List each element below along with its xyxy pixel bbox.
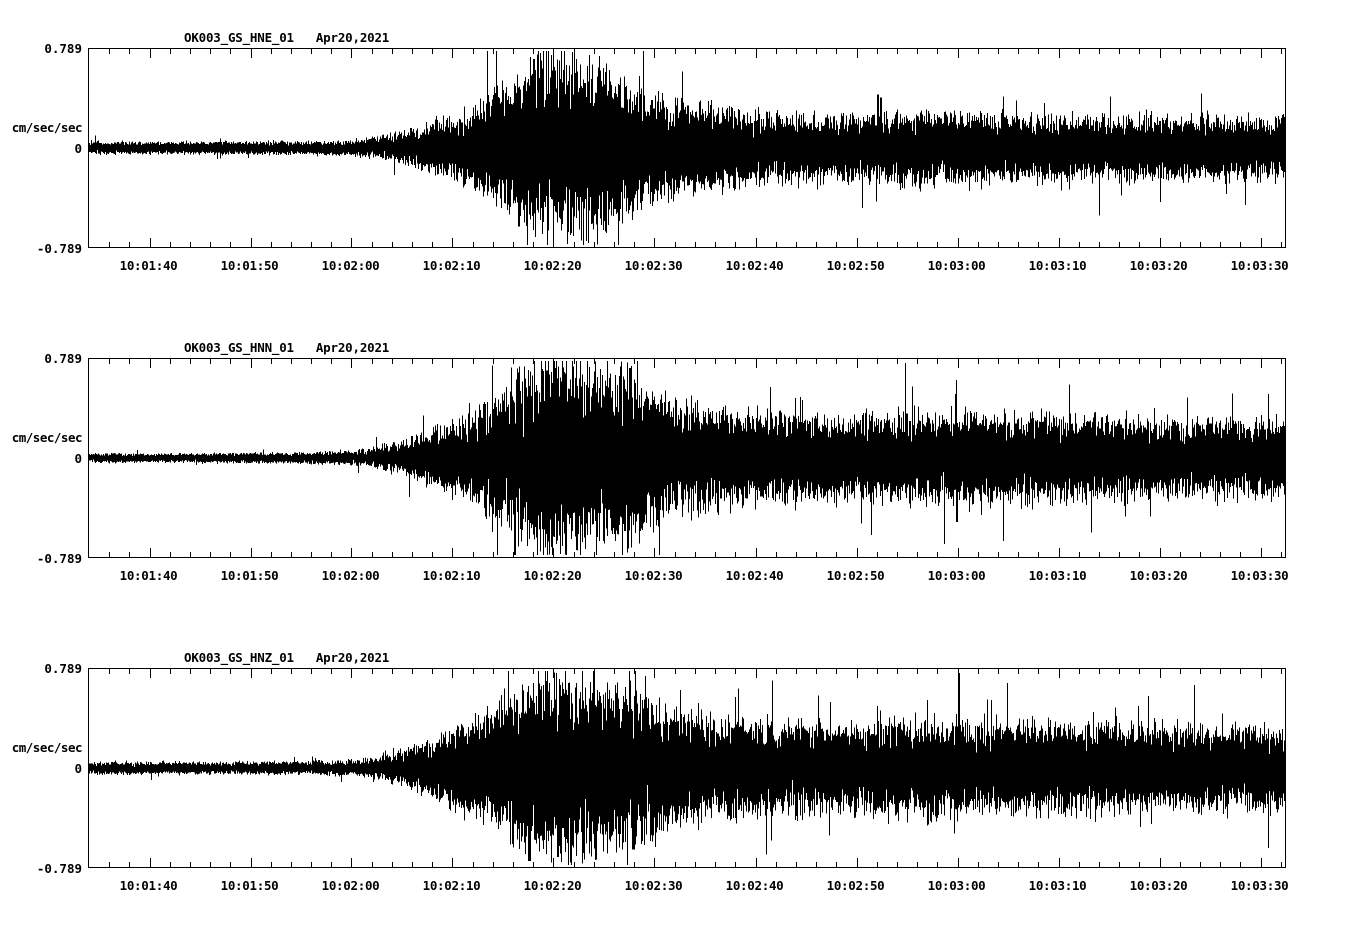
y-axis-max-label: 0.789: [44, 661, 82, 676]
panel-title-hnn: OK003_GS_HNN_01 Apr20,2021: [184, 340, 390, 355]
x-axis-labels-hnz: 10:01:40 10:01:50 10:02:00 10:02:10 10:02:20…: [88, 878, 1289, 902]
x-axis-tick-label: 10:03:20: [1129, 568, 1188, 583]
x-axis-tick-label: 10:02:20: [523, 878, 582, 893]
x-axis-tick-label: 10:03:10: [1028, 568, 1087, 583]
x-axis-tick-label: 10:02:10: [422, 258, 481, 273]
y-axis-max-label: 0.789: [44, 351, 82, 366]
x-axis-tick-label: 10:01:50: [220, 878, 279, 893]
y-axis-units-label: cm/sec/sec: [11, 430, 83, 445]
panel-title-hne: OK003_GS_HNE_01 Apr20,2021: [184, 30, 390, 45]
y-axis-hnz: 0.789 cm/sec/sec 0 -0.789: [0, 620, 83, 928]
x-axis-tick-label: 10:03:30: [1230, 878, 1289, 893]
x-axis-tick-label: 10:02:50: [826, 568, 885, 583]
plot-area-hne: [88, 48, 1286, 248]
x-axis-tick-label: 10:02:40: [725, 568, 784, 583]
seismogram-panel-hne: 0.789 cm/sec/sec 0 -0.789 OK003_GS_HNE_0…: [0, 0, 1358, 308]
plot-area-hnn: [88, 358, 1286, 558]
x-axis-tick-label: 10:03:30: [1230, 568, 1289, 583]
x-axis-tick-label: 10:02:30: [624, 568, 683, 583]
x-axis-tick-label: 10:02:10: [422, 878, 481, 893]
y-axis-units-label: cm/sec/sec: [11, 120, 83, 135]
x-axis-tick-label: 10:02:30: [624, 258, 683, 273]
waveform-svg-hnn: [89, 359, 1285, 557]
x-axis-tick-label: 10:02:50: [826, 258, 885, 273]
x-axis-tick-label: 10:02:20: [523, 568, 582, 583]
y-axis-zero-label: 0: [74, 141, 82, 156]
x-axis-tick-label: 10:02:20: [523, 258, 582, 273]
x-axis-labels-hne: 10:01:40 10:01:50 10:02:00 10:02:10 10:02:20…: [88, 258, 1289, 282]
y-axis-min-label: -0.789: [36, 551, 82, 566]
y-axis-units-label: cm/sec/sec: [11, 740, 83, 755]
x-axis-tick-label: 10:01:40: [119, 568, 178, 583]
x-axis-tick-label: 10:02:50: [826, 878, 885, 893]
plot-area-hnz: [88, 668, 1286, 868]
x-axis-tick-label: 10:03:00: [927, 568, 986, 583]
waveform-svg-hne: [89, 49, 1285, 247]
x-axis-labels-hnn: 10:01:40 10:01:50 10:02:00 10:02:10 10:02:20…: [88, 568, 1289, 592]
seismogram-panel-hnz: 0.789 cm/sec/sec 0 -0.789 OK003_GS_HNZ_0…: [0, 620, 1358, 928]
panel-title-hnz: OK003_GS_HNZ_01 Apr20,2021: [184, 650, 390, 665]
x-axis-tick-label: 10:02:00: [321, 878, 380, 893]
x-axis-tick-label: 10:03:00: [927, 258, 986, 273]
y-axis-hne: 0.789 cm/sec/sec 0 -0.789: [0, 0, 83, 308]
x-axis-tick-label: 10:01:40: [119, 878, 178, 893]
y-axis-hnn: 0.789 cm/sec/sec 0 -0.789: [0, 310, 83, 618]
x-axis-tick-label: 10:02:40: [725, 878, 784, 893]
x-axis-tick-label: 10:02:00: [321, 568, 380, 583]
x-axis-tick-label: 10:03:20: [1129, 258, 1188, 273]
x-axis-tick-label: 10:02:00: [321, 258, 380, 273]
x-axis-tick-label: 10:02:40: [725, 258, 784, 273]
y-axis-max-label: 0.789: [44, 41, 82, 56]
x-axis-tick-label: 10:03:00: [927, 878, 986, 893]
x-axis-tick-label: 10:01:50: [220, 568, 279, 583]
x-axis-tick-label: 10:03:30: [1230, 258, 1289, 273]
x-axis-tick-label: 10:02:10: [422, 568, 481, 583]
x-axis-tick-label: 10:01:50: [220, 258, 279, 273]
x-axis-tick-label: 10:03:10: [1028, 878, 1087, 893]
y-axis-min-label: -0.789: [36, 241, 82, 256]
x-axis-tick-label: 10:01:40: [119, 258, 178, 273]
x-axis-tick-label: 10:02:30: [624, 878, 683, 893]
x-axis-tick-label: 10:03:10: [1028, 258, 1087, 273]
y-axis-zero-label: 0: [74, 761, 82, 776]
x-axis-tick-label: 10:03:20: [1129, 878, 1188, 893]
seismogram-panel-hnn: 0.789 cm/sec/sec 0 -0.789 OK003_GS_HNN_0…: [0, 310, 1358, 618]
y-axis-min-label: -0.789: [36, 861, 82, 876]
y-axis-zero-label: 0: [74, 451, 82, 466]
waveform-svg-hnz: [89, 669, 1285, 867]
